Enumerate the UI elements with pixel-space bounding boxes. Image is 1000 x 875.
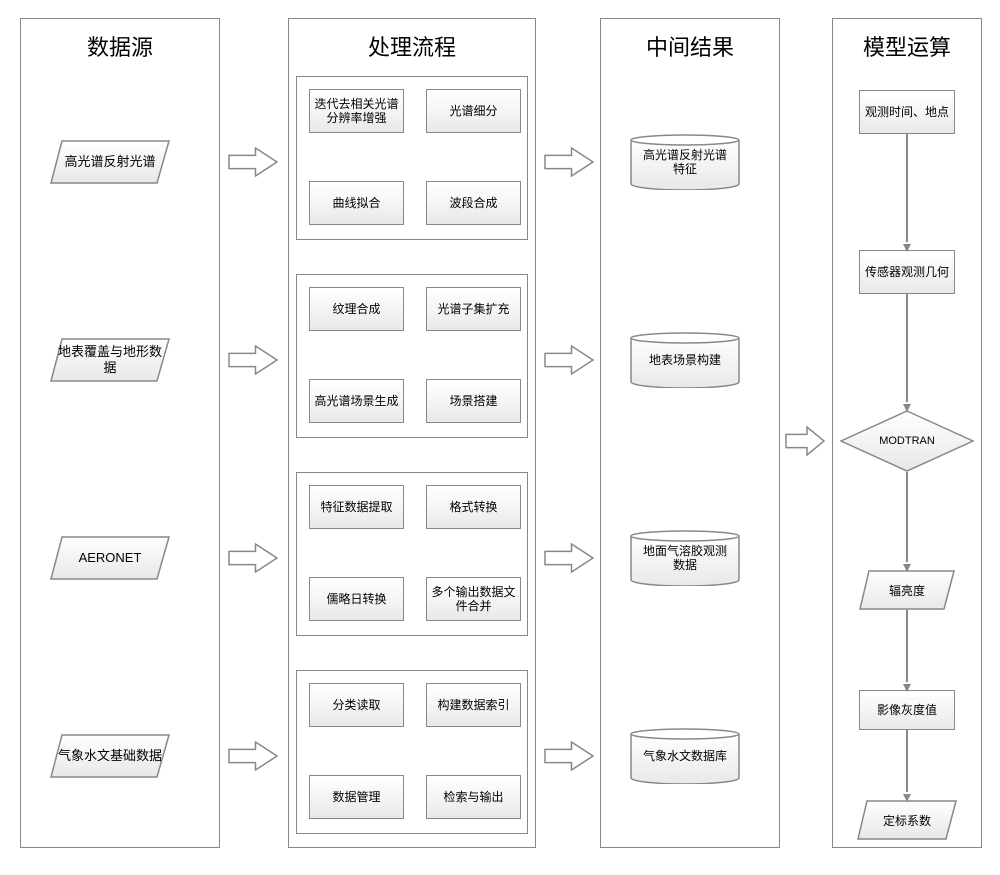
- model-step-label: MODTRAN: [879, 435, 935, 447]
- chevron-down-icon: [902, 240, 912, 258]
- model-step-2: MODTRAN: [840, 410, 974, 472]
- result-label: 气象水文数据库: [630, 728, 740, 784]
- process-box-3-2: 数据管理: [309, 775, 404, 819]
- model-step-0: 观测时间、地点: [859, 90, 955, 134]
- column-header-process: 处理流程: [288, 30, 536, 62]
- process-box-0-2: 曲线拟合: [309, 181, 404, 225]
- data-source-0: 高光谱反射光谱: [50, 140, 170, 184]
- model-step-label: 辐亮度: [889, 582, 925, 599]
- process-box-1-3: 场景搭建: [426, 379, 521, 423]
- column-header-model: 模型运算: [832, 30, 982, 62]
- process-group-2: 特征数据提取格式转换儒略日转换多个输出数据文件合并: [296, 472, 528, 636]
- connector-line: [906, 610, 908, 682]
- column-header-result: 中间结果: [600, 30, 780, 62]
- data-source-label: 地表覆盖与地形数据: [50, 344, 170, 375]
- process-box-3-1: 构建数据索引: [426, 683, 521, 727]
- process-box-2-0: 特征数据提取: [309, 485, 404, 529]
- process-box-3-0: 分类读取: [309, 683, 404, 727]
- chevron-down-icon: [902, 790, 912, 808]
- connector-line: [906, 134, 908, 242]
- arrow-icon: [228, 147, 278, 182]
- connector-line: [906, 472, 908, 562]
- data-source-label: 高光谱反射光谱: [56, 154, 163, 170]
- connector-line: [906, 730, 908, 792]
- connector-line: [906, 294, 908, 402]
- data-source-1: 地表覆盖与地形数据: [50, 338, 170, 382]
- arrow-icon: [544, 147, 594, 182]
- data-source-2: AERONET: [50, 536, 170, 580]
- model-step-label: 定标系数: [883, 812, 931, 829]
- process-group-1: 纹理合成光谱子集扩充高光谱场景生成场景搭建: [296, 274, 528, 438]
- data-source-label: 气象水文基础数据: [50, 748, 170, 764]
- result-cylinder-3: 气象水文数据库: [630, 728, 740, 784]
- chevron-down-icon: [902, 680, 912, 698]
- result-label: 高光谱反射光谱特征: [630, 134, 740, 190]
- column-header-source: 数据源: [20, 30, 220, 62]
- process-group-3: 分类读取构建数据索引数据管理检索与输出: [296, 670, 528, 834]
- process-group-0: 迭代去相关光谱分辨率增强光谱细分曲线拟合波段合成: [296, 76, 528, 240]
- process-box-2-1: 格式转换: [426, 485, 521, 529]
- arrow-icon: [228, 345, 278, 380]
- data-source-label: AERONET: [71, 550, 150, 566]
- arrow-icon: [544, 543, 594, 578]
- process-box-0-3: 波段合成: [426, 181, 521, 225]
- result-label: 地表场景构建: [630, 332, 740, 388]
- process-box-3-3: 检索与输出: [426, 775, 521, 819]
- process-box-1-1: 光谱子集扩充: [426, 287, 521, 331]
- data-source-3: 气象水文基础数据: [50, 734, 170, 778]
- process-box-0-0: 迭代去相关光谱分辨率增强: [309, 89, 404, 133]
- process-box-2-3: 多个输出数据文件合并: [426, 577, 521, 621]
- arrow-icon: [228, 543, 278, 578]
- process-box-1-2: 高光谱场景生成: [309, 379, 404, 423]
- result-cylinder-1: 地表场景构建: [630, 332, 740, 388]
- process-box-1-0: 纹理合成: [309, 287, 404, 331]
- arrow-icon: [544, 345, 594, 380]
- result-cylinder-2: 地面气溶胶观测数据: [630, 530, 740, 586]
- arrow-icon: [785, 426, 825, 461]
- process-box-0-1: 光谱细分: [426, 89, 521, 133]
- chevron-down-icon: [902, 400, 912, 418]
- chevron-down-icon: [902, 560, 912, 578]
- result-label: 地面气溶胶观测数据: [630, 530, 740, 586]
- arrow-icon: [544, 741, 594, 776]
- process-box-2-2: 儒略日转换: [309, 577, 404, 621]
- arrow-icon: [228, 741, 278, 776]
- result-cylinder-0: 高光谱反射光谱特征: [630, 134, 740, 190]
